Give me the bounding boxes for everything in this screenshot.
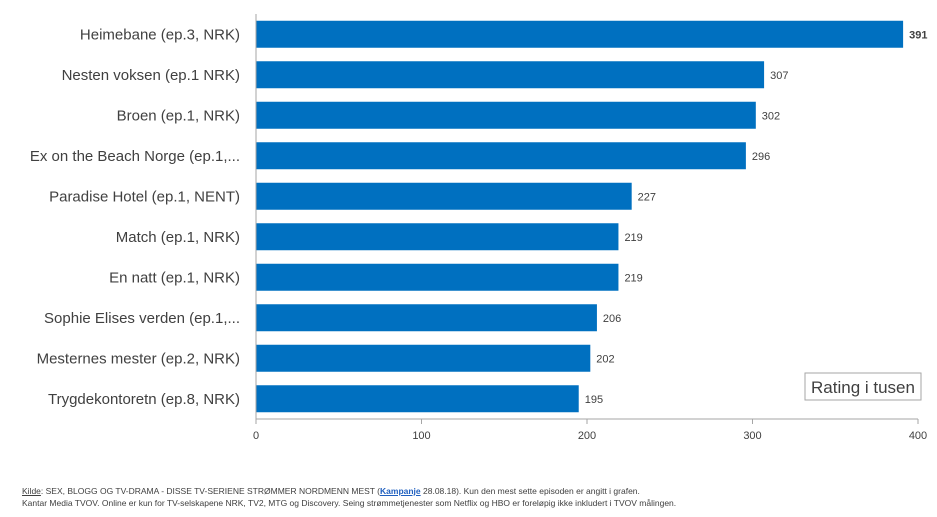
bar [256, 182, 632, 210]
bar [256, 20, 904, 48]
category-label: Trygdekontoretn (ep.8, NRK) [48, 391, 240, 408]
bar-chart: Heimebane (ep.3, NRK) Nesten voksen (ep.1… [30, 14, 928, 442]
source-line-1: Kilde: SEX, BLOGG OG TV-DRAMA - DISSE TV… [22, 485, 922, 497]
source-note: Kilde: SEX, BLOGG OG TV-DRAMA - DISSE TV… [22, 485, 922, 509]
source-line-2: Kantar Media TVOV. Online er kun for TV-… [22, 498, 677, 508]
category-label: Heimebane (ep.3, NRK) [80, 26, 240, 43]
x-ticks-group: 0 100 200 300 400 [253, 419, 927, 442]
bar [256, 101, 756, 129]
source-text-before-link: : SEX, BLOGG OG TV-DRAMA - DISSE TV-SERI… [40, 486, 381, 496]
annotation-text: Rating i tusen [811, 378, 915, 397]
annotation-box [804, 372, 922, 401]
category-label: Nesten voksen (ep.1 NRK) [62, 67, 240, 84]
x-tick-label: 300 [743, 430, 761, 442]
x-tick-label: 0 [253, 430, 259, 442]
bar [256, 304, 597, 332]
bar [256, 142, 746, 170]
value-label: 219 [624, 232, 642, 244]
bar [256, 61, 765, 89]
bar [256, 385, 579, 413]
bar [256, 344, 591, 372]
value-label: 206 [603, 313, 621, 325]
value-label: 219 [624, 272, 642, 284]
category-label: En natt (ep.1, NRK) [109, 269, 240, 286]
category-label: Broen (ep.1, NRK) [117, 107, 240, 124]
value-label: 202 [596, 353, 614, 365]
value-label: 391 [909, 29, 927, 41]
rating-annotation: Rating i tusen [804, 372, 922, 401]
x-tick-label: 200 [578, 430, 596, 442]
category-label: Sophie Elises verden (ep.1,... [44, 310, 240, 327]
bar [256, 263, 619, 291]
bar [256, 223, 619, 251]
category-label: Match (ep.1, NRK) [116, 229, 240, 246]
kampanje-link[interactable]: Kampanje [380, 486, 421, 496]
value-labels-group: 391 307 302 296 227 219 219 206 202 195 [585, 29, 928, 406]
category-label: Mesternes mester (ep.2, NRK) [37, 350, 240, 367]
category-label: Paradise Hotel (ep.1, NENT) [49, 188, 240, 205]
value-label: 195 [585, 394, 603, 406]
value-label: 296 [752, 151, 770, 163]
kilde-label: Kilde [22, 486, 41, 496]
category-label: Ex on the Beach Norge (ep.1,... [30, 148, 240, 165]
source-text-after-link: 28.08.18). Kun den mest sette episoden e… [420, 486, 640, 496]
value-label: 302 [762, 110, 780, 122]
category-labels-group: Heimebane (ep.3, NRK) Nesten voksen (ep.1… [30, 26, 240, 408]
bars-group [256, 20, 904, 413]
value-label: 307 [770, 70, 788, 82]
value-label: 227 [638, 191, 656, 203]
x-tick-label: 100 [412, 430, 430, 442]
x-tick-label: 400 [909, 430, 927, 442]
